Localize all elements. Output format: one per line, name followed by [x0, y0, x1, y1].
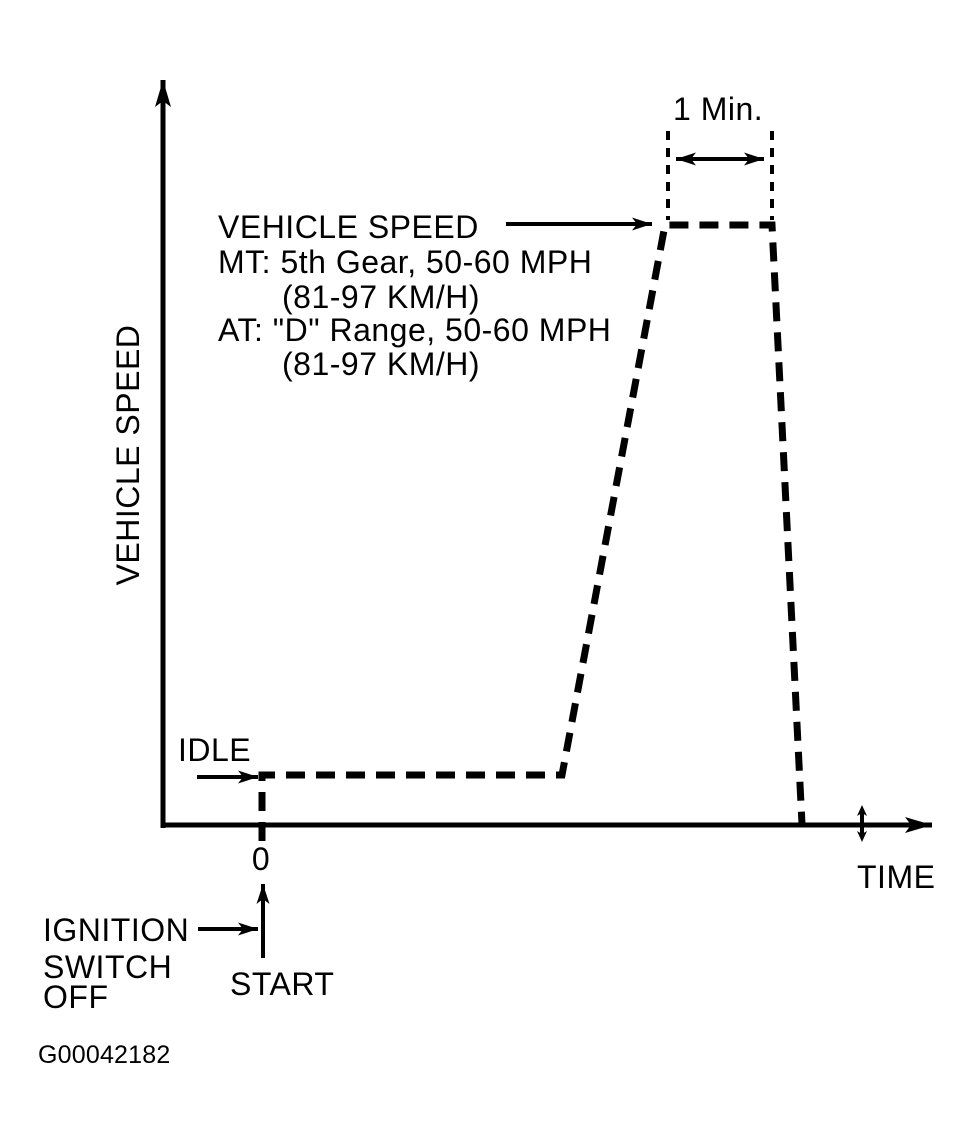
cruise-duration-label: 1 Min. [673, 91, 763, 127]
speed-annotation-at-line: AT: "D" Range, 50-60 MPH [218, 312, 611, 348]
switch-line: SWITCH [43, 949, 172, 985]
speed-annotation-mt-metric-line: (81-97 KM/H) [282, 279, 480, 315]
speed-annotation-block: VEHICLE SPEED MT: 5th Gear, 50-60 MPH (8… [218, 209, 611, 382]
off-line: OFF [43, 979, 108, 1015]
ignition-switch-off-block: IGNITION SWITCH OFF [43, 912, 189, 1015]
time-axis-tick [857, 805, 867, 842]
ignition-line: IGNITION [43, 912, 189, 948]
speed-annotation-title: VEHICLE SPEED [218, 209, 479, 245]
start-label: START [230, 966, 334, 1002]
origin-tick-label: 0 [252, 841, 270, 877]
x-axis-label: TIME [857, 859, 935, 895]
vehicle-speed-curve [258, 221, 806, 841]
idle-label: IDLE [178, 732, 251, 768]
y-axis-label: VEHICLE SPEED [110, 325, 146, 586]
speed-annotation-at-metric-line: (81-97 KM/H) [282, 346, 480, 382]
speed-annotation-mt-line: MT: 5th Gear, 50-60 MPH [218, 244, 592, 280]
figure-code: G00042182 [38, 1041, 170, 1069]
